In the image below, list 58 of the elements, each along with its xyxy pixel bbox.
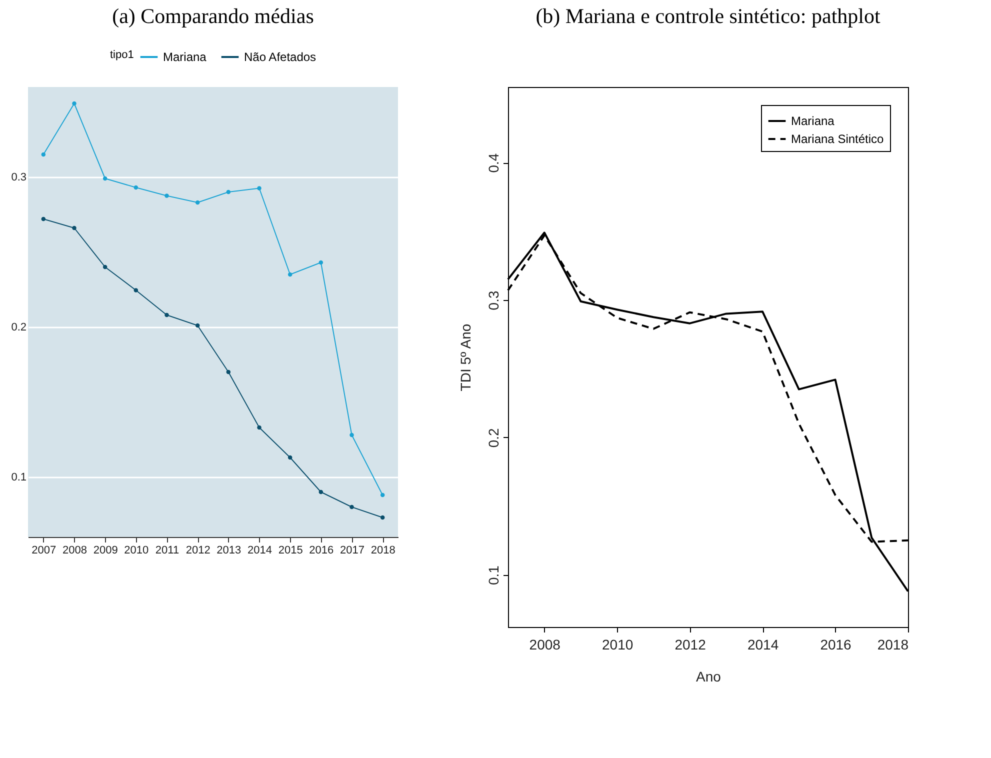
point (41, 216, 46, 222)
point (380, 492, 385, 498)
x-tick-label: 2018 (370, 544, 396, 556)
x-tick-label: 2014 (747, 636, 779, 652)
legend-title: tipo1 (110, 49, 134, 61)
point (257, 186, 262, 190)
y-tick-label: 0.1 (11, 472, 26, 484)
point (102, 264, 108, 270)
point (350, 432, 354, 438)
x-tick-label: 2010 (124, 544, 149, 556)
point (380, 515, 385, 520)
x-tick-label: 2012 (674, 636, 706, 652)
chart-title: (b) Mariana e controle sintético: pathplot (536, 4, 880, 28)
y-tick-label: 0.1 (486, 565, 502, 586)
point (195, 323, 200, 328)
point (72, 226, 76, 230)
y-tick-label: 0.3 (486, 290, 502, 310)
point (72, 101, 76, 106)
point (134, 185, 138, 190)
y-tick-label: 0.2 (11, 322, 26, 334)
x-tick-label: 2018 (877, 636, 909, 652)
point (41, 152, 46, 157)
x-tick-label: 2016 (309, 544, 334, 556)
x-tick-label: 2017 (340, 544, 364, 556)
legend-label: Mariana Sintético (791, 132, 884, 146)
point (226, 190, 231, 194)
x-axis-title: Ano (696, 668, 722, 684)
x-tick-label: 2012 (186, 544, 210, 556)
y-tick-label: 0.2 (486, 428, 502, 448)
x-tick-label: 2014 (248, 544, 272, 556)
point (257, 425, 262, 430)
x-tick-label: 2010 (602, 636, 634, 652)
point (288, 455, 292, 460)
legend-label: Não Afetados (244, 50, 316, 64)
point (288, 272, 292, 277)
y-tick-label: 0.3 (11, 172, 26, 184)
x-tick-label: 2013 (216, 544, 242, 556)
point (164, 194, 169, 198)
point (164, 312, 169, 318)
x-tick-label: 2008 (62, 544, 87, 556)
x-tick-label: 2011 (155, 544, 180, 556)
y-axis-title: TDI 5º Ano (458, 324, 474, 392)
legend-label: Mariana (163, 50, 207, 64)
point (318, 260, 324, 265)
point (195, 200, 200, 205)
x-tick-label: 2008 (529, 636, 561, 652)
x-tick-label: 2009 (93, 544, 118, 556)
point (102, 176, 108, 181)
chart-title: (a) Comparando médias (112, 4, 314, 28)
x-tick-label: 2016 (820, 636, 852, 652)
point (318, 490, 324, 494)
point (226, 370, 231, 374)
x-tick-label: 2015 (278, 544, 303, 556)
point (350, 504, 354, 510)
y-tick-label: 0.4 (486, 153, 502, 173)
point (134, 288, 138, 292)
x-tick-label: 2007 (32, 544, 56, 556)
legend-label: Mariana (791, 114, 835, 128)
